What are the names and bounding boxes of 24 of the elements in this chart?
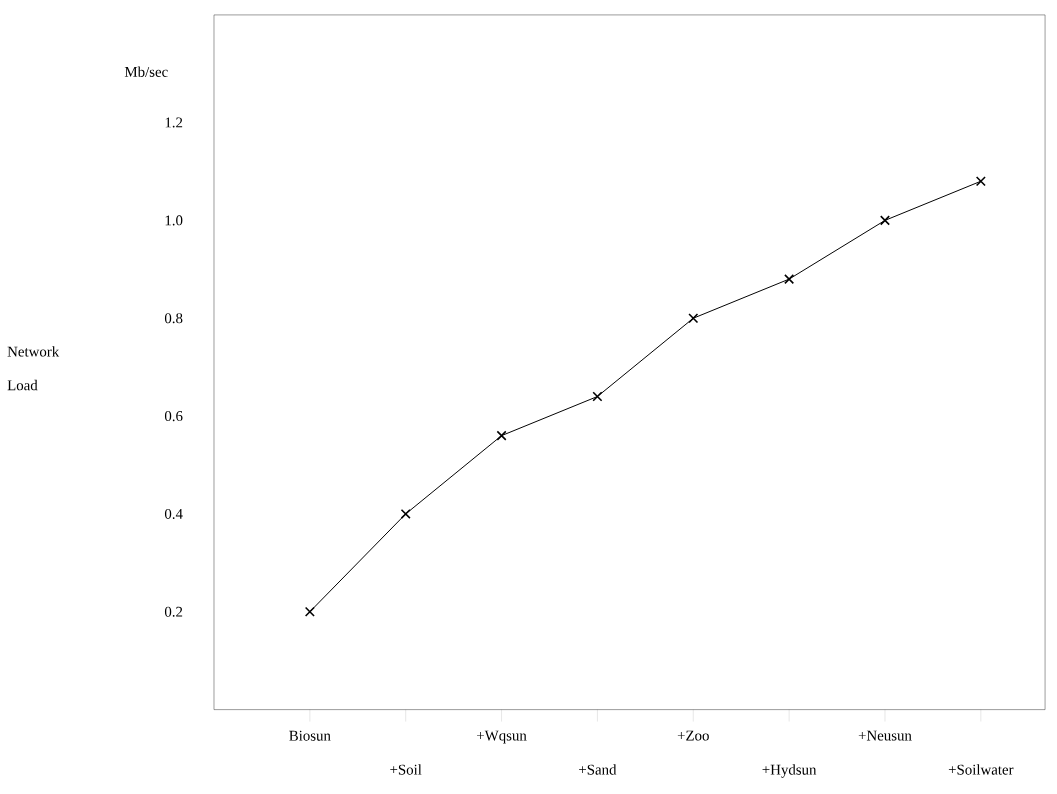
point [975, 176, 986, 187]
y-tick-label: 0.2 [164, 606, 183, 617]
y-tick-label: 0.8 [164, 313, 183, 324]
point [400, 508, 411, 519]
x-tick-label: +Wqsun [477, 730, 527, 744]
y-tick-label: 1.2 [165, 117, 183, 128]
x-tick-label: +Neusun [858, 730, 912, 741]
x-tick-label: +Soilwater [948, 764, 1014, 775]
y-tick-label: 0.4 [164, 508, 183, 519]
x-tick-label: +Sand [579, 764, 617, 775]
point [688, 313, 699, 324]
text: Mb/sec [124, 66, 168, 77]
point [592, 391, 603, 402]
point [879, 215, 891, 226]
point [304, 606, 315, 617]
x-tick-label: +Zoo [677, 730, 709, 741]
x-tick-label: Biosun [289, 730, 331, 741]
x-tick-label: +Soil [390, 764, 422, 775]
point [784, 273, 795, 285]
point [496, 430, 507, 441]
y-tick-label: 0.6 [164, 410, 183, 422]
text: Network Load [7, 346, 60, 391]
x-tick-label: +Hydsun [762, 764, 817, 778]
y-tick-label: 1.0 [165, 215, 183, 226]
